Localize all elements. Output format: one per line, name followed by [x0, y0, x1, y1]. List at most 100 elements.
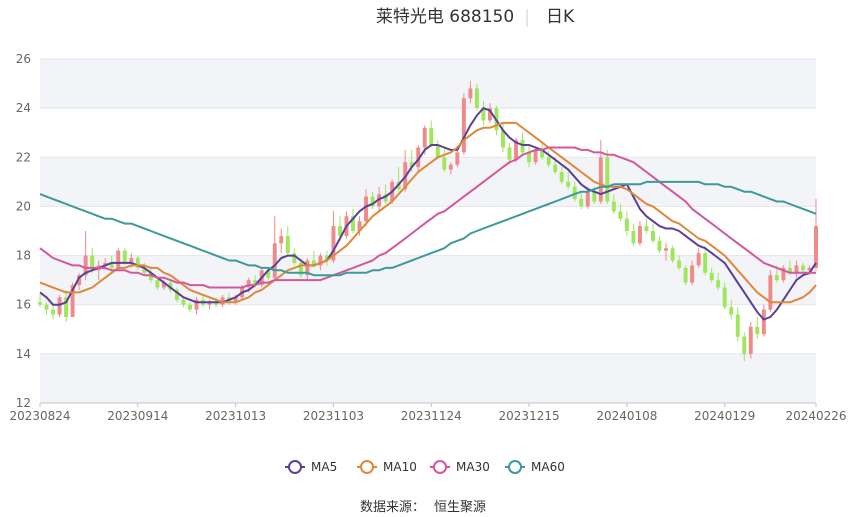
candle-body: [572, 186, 577, 200]
candle-body: [364, 196, 369, 222]
candle-body: [501, 130, 505, 148]
candle-body: [585, 191, 590, 207]
candle-body: [703, 253, 708, 273]
legend: MA5 MA10 MA30 MA60: [285, 460, 565, 474]
x-axis: 20230824 20230914 20231013 20231103 20231124…: [9, 402, 847, 423]
candle-body: [435, 145, 440, 158]
candle-body: [540, 149, 545, 158]
legend-item-ma30[interactable]: MA30: [430, 460, 490, 474]
legend-item-ma60[interactable]: MA60: [505, 460, 565, 474]
source-label: 数据来源：: [360, 500, 425, 515]
candle: [755, 317, 760, 340]
candle-body: [266, 270, 271, 278]
candle: [814, 199, 818, 271]
candle: [116, 248, 121, 271]
legend-item-ma10[interactable]: MA10: [357, 460, 417, 474]
candle-body: [533, 149, 538, 163]
candle-body: [318, 255, 323, 266]
candle: [188, 302, 192, 313]
candle-body: [729, 307, 734, 315]
x-tick-label: 20230824: [9, 409, 70, 423]
y-axis: 12 14 16 18 20 22 24 26: [16, 52, 31, 410]
candle: [507, 142, 512, 165]
candle-body: [787, 267, 792, 273]
candle-body: [605, 157, 610, 202]
candle-body: [285, 235, 290, 254]
candle: [429, 120, 434, 148]
candle: [781, 265, 786, 283]
candle-body: [90, 255, 95, 271]
candle: [520, 132, 525, 155]
legend-label: MA5: [311, 460, 337, 474]
candle-body: [233, 297, 238, 303]
candle-body: [774, 275, 779, 281]
candle: [324, 250, 329, 266]
ma-line-ma10: [39, 121, 817, 304]
candle: [618, 203, 623, 222]
x-tick-label: 20231103: [303, 409, 364, 423]
candle-body: [174, 289, 179, 300]
y-tick-label: 18: [16, 249, 31, 263]
candle-body: [279, 235, 284, 244]
candle-body: [448, 164, 453, 170]
candle: [546, 149, 551, 168]
x-tick-label: 20240226: [785, 409, 846, 423]
legend-label: MA10: [383, 460, 417, 474]
candle: [624, 211, 629, 236]
candle-body: [664, 248, 668, 251]
source-name: 恒生聚源: [434, 500, 486, 515]
candle-body: [461, 98, 466, 153]
y-tick-label: 16: [16, 298, 31, 312]
candle-body: [324, 255, 329, 261]
candle-body: [422, 127, 427, 148]
candle: [64, 289, 69, 322]
candle: [481, 100, 486, 126]
candles: [38, 81, 818, 362]
candle-body: [351, 216, 355, 231]
candle: [51, 304, 55, 320]
candle: [279, 228, 284, 254]
candle-body: [807, 267, 812, 271]
candle: [572, 181, 577, 202]
candle-body: [481, 108, 486, 121]
candle-body: [768, 275, 773, 310]
x-tick-label: 20240108: [596, 409, 657, 423]
candle: [305, 258, 310, 281]
candle: [579, 191, 584, 209]
candle: [801, 262, 805, 273]
candle-body: [468, 88, 473, 99]
candle: [735, 307, 740, 342]
candle: [77, 272, 82, 290]
candle-body: [103, 262, 108, 266]
candle-body: [298, 262, 303, 276]
candle-body: [631, 231, 636, 244]
candle-body: [690, 265, 695, 283]
candle: [468, 81, 473, 104]
candle-body: [611, 201, 616, 212]
candle-body: [214, 302, 219, 305]
ma-line-ma30: [39, 146, 816, 289]
candle: [729, 299, 734, 320]
candle: [455, 149, 460, 168]
candle-body: [801, 265, 805, 271]
candle-body: [135, 258, 140, 268]
candle-body: [77, 275, 82, 286]
candle-body: [311, 260, 316, 266]
candle: [664, 243, 668, 261]
candle: [703, 245, 708, 276]
candle: [370, 191, 375, 209]
candle-body: [553, 164, 558, 173]
candle-body: [109, 262, 114, 268]
legend-item-ma5[interactable]: MA5: [285, 460, 337, 474]
candle-body: [188, 304, 192, 310]
candle: [357, 216, 362, 236]
candle: [585, 186, 590, 209]
candle: [670, 245, 675, 263]
candle-body: [44, 304, 49, 310]
candle: [181, 297, 186, 308]
candle: [566, 172, 571, 190]
y-tick-label: 14: [16, 347, 31, 361]
candle-body: [57, 297, 62, 315]
candle-body: [122, 250, 127, 263]
